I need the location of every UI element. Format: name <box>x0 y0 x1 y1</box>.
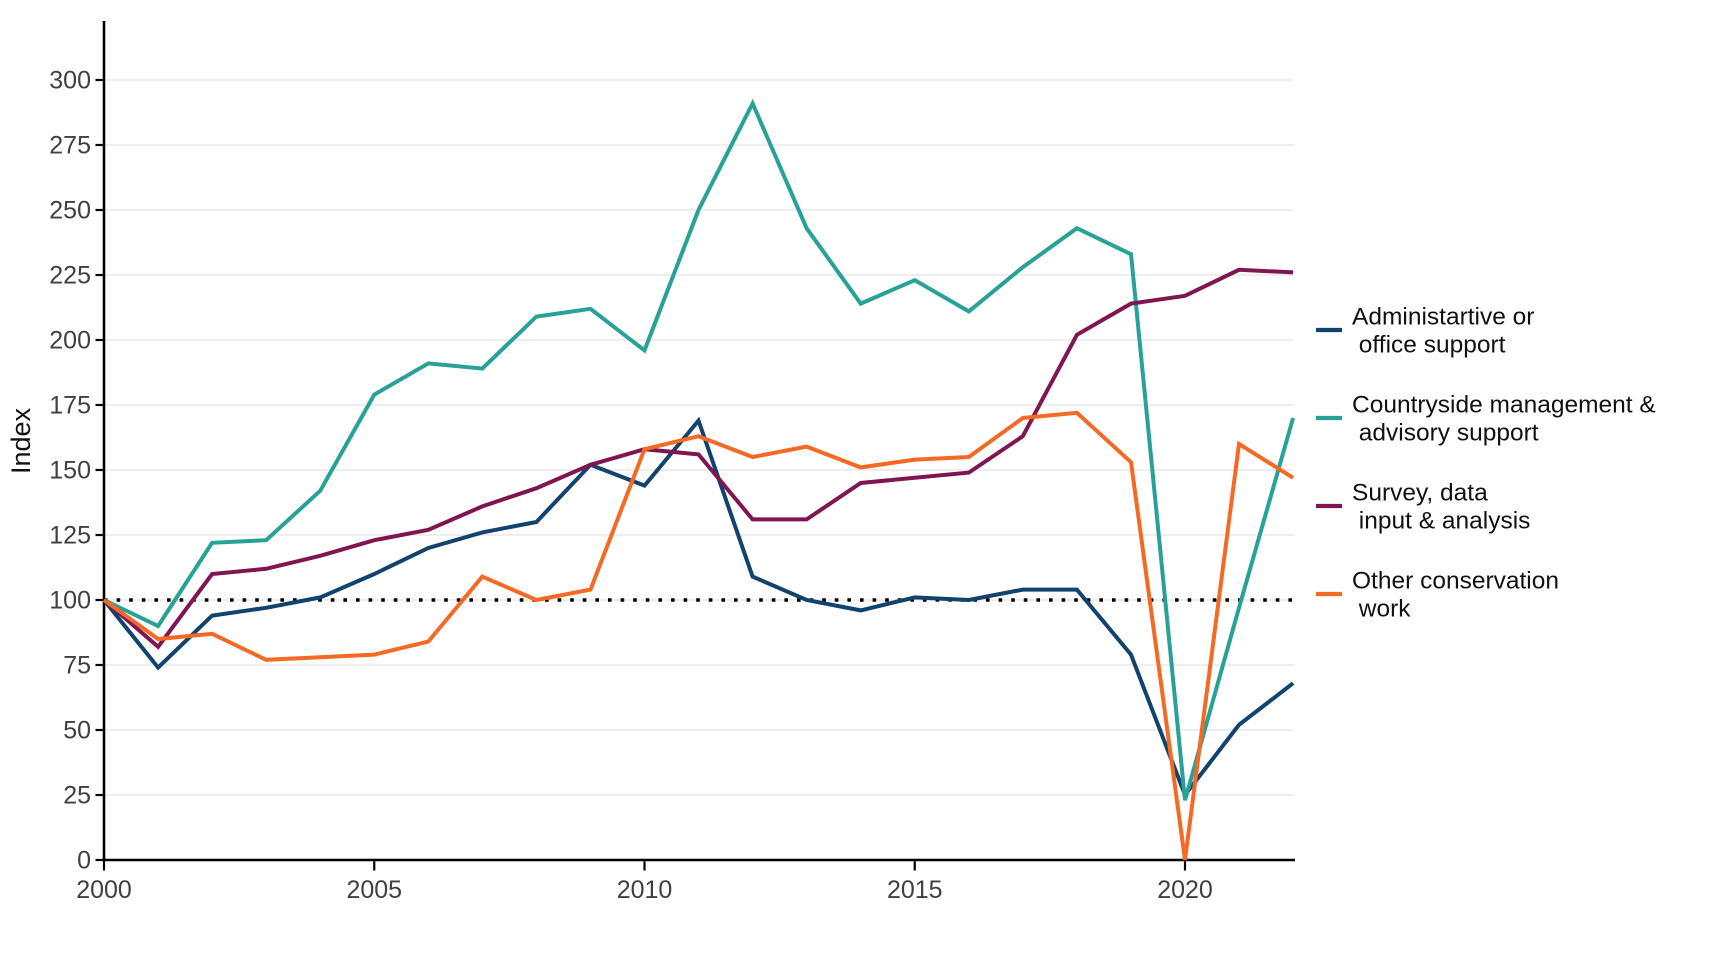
series-line-survey-data-input-analysis <box>102 267 1294 650</box>
x-axis-ticks: 2000 2005 2010 2015 2020 <box>76 861 1213 904</box>
legend-item-survey-data-input-analysis: Survey, data input & analysis <box>1316 480 1530 535</box>
y-tick-label-100: 100 <box>49 587 91 615</box>
y-tick-label-125: 125 <box>49 522 91 550</box>
y-axis-title: Index <box>6 407 36 474</box>
gridlines <box>104 79 1293 796</box>
y-tick-label-225: 225 <box>49 262 91 290</box>
legend-label-line: Survey, data <box>1352 480 1488 507</box>
y-tick-label-175: 175 <box>49 392 91 420</box>
legend-label-line: Other conservation <box>1352 568 1559 595</box>
legend-item-administartive-or-office-support: Administartive or office support <box>1316 304 1534 359</box>
series-line-administartive-or-office-support <box>102 416 1295 800</box>
legend-label-line: Administartive or <box>1352 304 1534 331</box>
y-tick-label-250: 250 <box>49 197 91 225</box>
legend-label-line: Countryside management & <box>1352 392 1656 419</box>
x-tick-label-2005: 2005 <box>346 876 402 904</box>
y-tick-label-50: 50 <box>63 717 91 745</box>
series-line-other-conservation-work <box>102 410 1295 861</box>
y-tick-label-0: 0 <box>77 847 91 875</box>
y-tick-label-25: 25 <box>63 782 91 810</box>
y-tick-label-275: 275 <box>49 132 91 160</box>
series-line-countryside-management-advisory-support <box>103 98 1296 801</box>
y-tick-label-75: 75 <box>63 652 91 680</box>
legend-label-line: input & analysis <box>1352 508 1530 535</box>
x-tick-label-2015: 2015 <box>887 876 943 904</box>
legend-item-other-conservation-work: Other conservation work <box>1316 568 1559 623</box>
y-tick-label-200: 200 <box>49 327 91 355</box>
legend-item-countryside-management-advisory-support: Countryside management & advisory suppor… <box>1316 392 1656 447</box>
y-tick-label-300: 300 <box>49 67 91 95</box>
legend-label-line: work <box>1352 596 1411 623</box>
y-tick-label-150: 150 <box>49 457 91 485</box>
y-axis-ticks: 0 25 50 75 100 125 150 175 200 225 250 275 300 <box>49 67 103 875</box>
x-tick-label-2010: 2010 <box>617 876 673 904</box>
x-tick-label-2000: 2000 <box>76 876 132 904</box>
legend: Administartive or office support Countrys… <box>1316 304 1656 623</box>
x-tick-label-2020: 2020 <box>1157 876 1213 904</box>
legend-label-line: advisory support <box>1352 420 1539 447</box>
legend-label-line: office support <box>1352 332 1506 359</box>
